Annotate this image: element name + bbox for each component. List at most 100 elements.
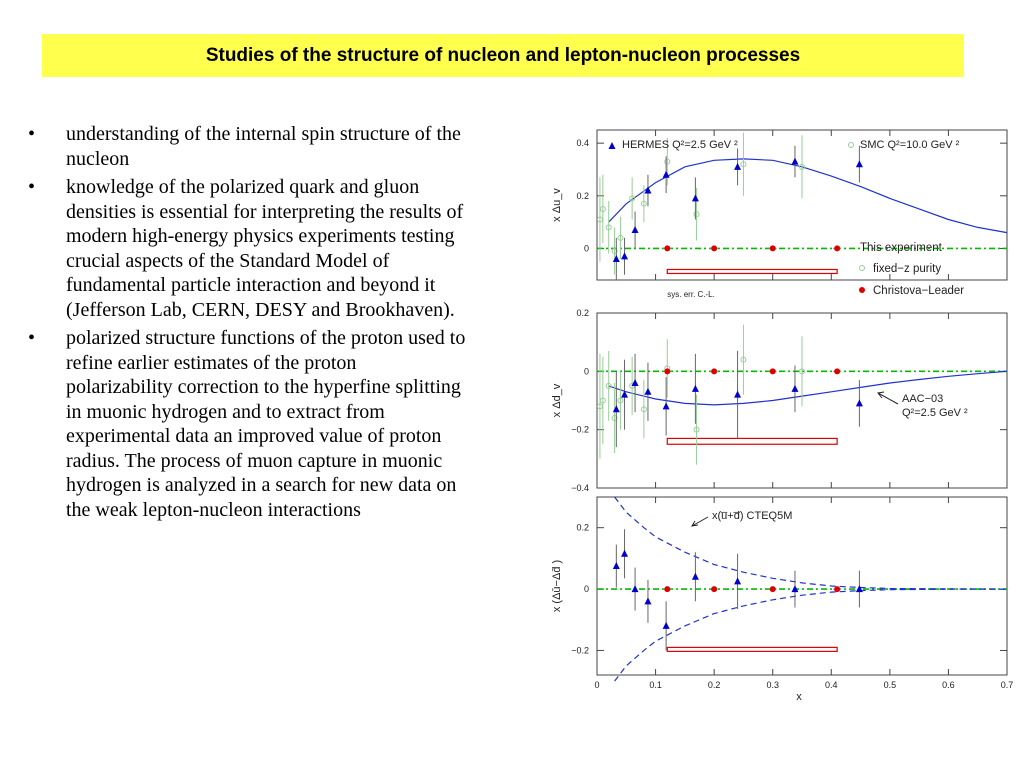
hermes-point	[791, 384, 799, 392]
y-tick-label: 0.2	[576, 308, 589, 318]
hermes-point	[734, 577, 742, 585]
annotation-cteq5m: x(u̅+d̅) CTEQ5M	[712, 510, 792, 522]
x-tick-label: 0	[594, 680, 599, 690]
theory-curve	[608, 370, 1008, 406]
systematic-error-band	[666, 268, 838, 275]
hermes-point	[631, 585, 639, 593]
smc-point	[599, 397, 606, 404]
hermes-point	[612, 562, 620, 570]
hermes-point	[644, 387, 652, 395]
bullet-dot-icon: •	[28, 176, 36, 198]
bullet-dot-icon: •	[28, 327, 36, 349]
hermes-point	[791, 585, 799, 593]
hermes-point	[855, 399, 863, 407]
annotation-arrow	[877, 392, 899, 405]
smc-point	[611, 415, 618, 421]
annotation-q2: Q²=2.5 GeV ²	[902, 407, 968, 419]
bullet-item: • knowledge of the polarized quark and gl…	[28, 175, 468, 322]
annotation-arrowhead	[691, 520, 699, 527]
title-bar: Studies of the structure of nucleon and …	[42, 34, 964, 77]
hermes-point	[621, 390, 629, 398]
this-experiment-point	[769, 368, 776, 375]
hermes-point	[691, 194, 699, 202]
annotation-arrow	[691, 516, 709, 527]
this-experiment-point	[664, 368, 671, 375]
hermes-point	[662, 621, 670, 629]
legend-smc-label: SMC Q²=10.0 GeV ²	[860, 139, 960, 151]
x-tick-label: 0.6	[942, 680, 955, 690]
smc-point	[599, 205, 606, 212]
y-tick-label: −0.4	[571, 483, 589, 493]
smc-point	[799, 368, 805, 375]
x-tick-label: 0.4	[825, 680, 838, 690]
smc-point	[740, 161, 747, 168]
bullet-text: knowledge of the polarized quark and glu…	[66, 176, 464, 321]
smc-point	[740, 356, 747, 363]
this-experiment-point	[834, 586, 841, 593]
this-experiment-point	[664, 586, 671, 593]
smc-point	[640, 406, 647, 413]
hermes-point	[662, 170, 670, 178]
smc-point	[693, 426, 700, 433]
hermes-point	[855, 585, 863, 593]
this-experiment-point	[769, 586, 776, 593]
y-tick-label: 0.4	[576, 138, 589, 148]
legend-cl-marker	[859, 287, 865, 293]
systematic-error-band	[666, 646, 838, 652]
this-experiment-point	[711, 368, 718, 375]
legend-header: This experiment	[860, 242, 943, 254]
this-experiment-point	[769, 245, 776, 252]
this-experiment-point	[711, 586, 718, 593]
hermes-point	[855, 160, 863, 168]
smc-point	[693, 211, 700, 218]
smc-point	[617, 234, 624, 241]
x-tick-label: 0.3	[766, 680, 779, 690]
x-tick-label: 0.1	[649, 680, 662, 690]
smc-point	[629, 195, 636, 202]
legend-fixedz-marker	[859, 265, 865, 271]
y-tick-label: 0	[584, 584, 589, 594]
hermes-point	[644, 597, 652, 605]
hermes-point	[612, 254, 620, 262]
smc-point	[605, 382, 612, 389]
panel-frame	[596, 496, 1008, 676]
hermes-point	[691, 572, 699, 580]
bullet-list: • understanding of the internal spin stru…	[28, 122, 468, 526]
x-axis-label: x	[796, 691, 802, 703]
hermes-point	[734, 162, 742, 170]
y-axis-label: x (Δū−Δd̄ )	[551, 560, 563, 612]
hermes-point	[691, 384, 699, 392]
bullet-dot-icon: •	[28, 123, 36, 145]
bullet-item: • understanding of the internal spin stru…	[28, 122, 468, 171]
hermes-point	[734, 390, 742, 398]
smc-point	[799, 163, 805, 170]
bullet-text: polarized structure functions of the pro…	[66, 327, 466, 521]
theory-curve	[614, 588, 1008, 682]
this-experiment-point	[664, 245, 671, 252]
y-tick-label: 0.2	[576, 523, 589, 533]
legend-smc-marker	[848, 142, 854, 148]
hermes-point	[631, 379, 639, 386]
hermes-point	[791, 157, 799, 165]
hermes-point	[644, 186, 652, 194]
theory-curve	[614, 496, 1008, 590]
smc-point	[605, 224, 612, 231]
bullet-item: • polarized structure functions of the pr…	[28, 326, 468, 522]
this-experiment-point	[834, 368, 841, 375]
x-tick-label: 0.7	[1001, 680, 1014, 690]
x-tick-label: 0.5	[884, 680, 897, 690]
hermes-point	[612, 405, 620, 413]
y-tick-label: 0.2	[576, 191, 589, 201]
y-tick-label: −0.2	[571, 645, 589, 655]
bullet-text: understanding of the internal spin struc…	[66, 123, 461, 170]
y-axis-label: x Δd_v	[551, 383, 563, 417]
annotation-aac03: AAC−03	[902, 393, 943, 405]
hermes-point	[662, 402, 670, 410]
systematic-error-band	[666, 437, 838, 445]
annotation-arrowhead	[877, 391, 885, 399]
x-tick-label: 0.2	[708, 680, 721, 690]
smc-point	[617, 397, 624, 404]
legend-fixedz-label: fixed−z purity	[873, 263, 941, 275]
smc-point	[611, 248, 618, 255]
legend-hermes-label: HERMES Q²=2.5 GeV ²	[622, 139, 738, 151]
